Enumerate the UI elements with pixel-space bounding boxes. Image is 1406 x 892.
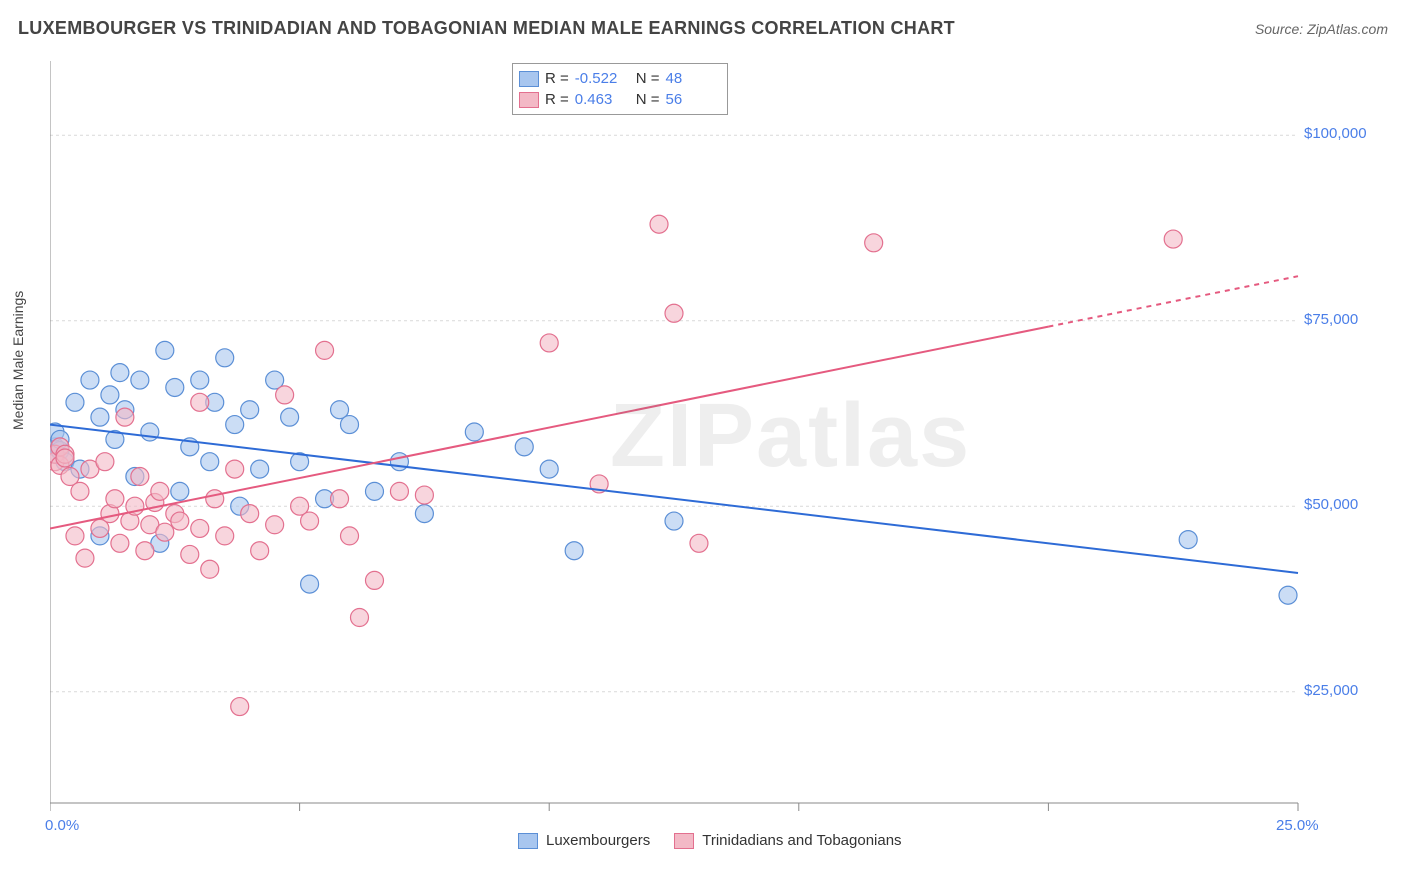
correlation-stats-box: R = -0.522 N = 48 R = 0.463 N = 56 (512, 63, 728, 115)
stat-n-label: N = (636, 70, 660, 87)
stat-n-label: N = (636, 91, 660, 108)
chart-title: LUXEMBOURGER VS TRINIDADIAN AND TOBAGONI… (18, 18, 955, 39)
legend-swatch (518, 833, 538, 849)
series-swatch (519, 71, 539, 87)
legend-label: Trinidadians and Tobagonians (702, 832, 901, 849)
stat-r-value: 0.463 (575, 91, 630, 108)
stats-row: R = 0.463 N = 56 (519, 89, 721, 110)
x-tick-label: 0.0% (45, 817, 79, 834)
stat-r-value: -0.522 (575, 70, 630, 87)
y-tick-label: $75,000 (1304, 311, 1358, 328)
stat-n-value: 48 (666, 70, 721, 87)
stats-row: R = -0.522 N = 48 (519, 68, 721, 89)
legend-bottom: Luxembourgers Trinidadians and Tobagonian… (518, 832, 902, 849)
stat-n-value: 56 (666, 91, 721, 108)
chart-header: LUXEMBOURGER VS TRINIDADIAN AND TOBAGONI… (18, 18, 1388, 39)
legend-item: Luxembourgers (518, 832, 650, 849)
chart-plot-area: ZIPatlas (50, 55, 1350, 825)
x-tick-label: 25.0% (1276, 817, 1319, 834)
legend-label: Luxembourgers (546, 832, 650, 849)
legend-swatch (674, 833, 694, 849)
scatter-svg (50, 55, 1350, 825)
stat-r-label: R = (545, 91, 569, 108)
stat-r-label: R = (545, 70, 569, 87)
y-tick-label: $50,000 (1304, 496, 1358, 513)
y-tick-label: $25,000 (1304, 682, 1358, 699)
chart-source: Source: ZipAtlas.com (1255, 21, 1388, 37)
legend-item: Trinidadians and Tobagonians (674, 832, 901, 849)
y-tick-label: $100,000 (1304, 125, 1367, 142)
y-axis-label: Median Male Earnings (10, 291, 26, 430)
series-swatch (519, 92, 539, 108)
